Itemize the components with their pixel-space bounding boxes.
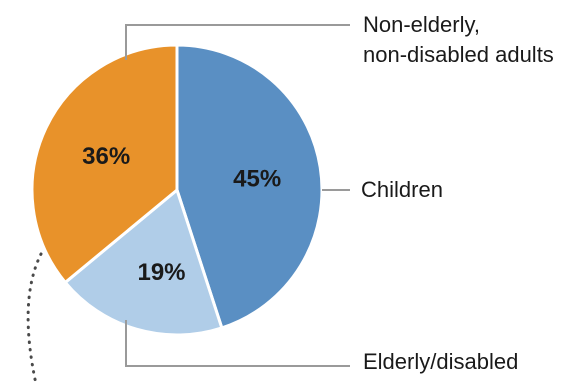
slice-percent-label: 19% (137, 259, 185, 286)
legend-label-adults-line1: Non-elderly, (363, 12, 480, 37)
legend-label-children: Children (361, 177, 443, 202)
slice-percent-label: 36% (82, 143, 130, 170)
slice-percent-label: 45% (233, 165, 281, 192)
dotted-connector (26, 252, 43, 386)
pie-slices (30, 43, 324, 337)
slice-labels: 45% 19% 36% (82, 143, 281, 286)
leader-line-adults (125, 24, 350, 60)
pie-slice-non-elderly-non-disabled-adults (30, 43, 179, 284)
pie-slice-children (175, 43, 324, 330)
leader-lines (26, 24, 350, 386)
legend: Non-elderly, non-disabled adults Childre… (361, 12, 554, 374)
leader-line-elderly (125, 320, 350, 367)
pie-slice-elderly-disabled (63, 188, 224, 337)
legend-label-adults-line2: non-disabled adults (363, 42, 554, 67)
legend-label-elderly: Elderly/disabled (363, 349, 518, 374)
